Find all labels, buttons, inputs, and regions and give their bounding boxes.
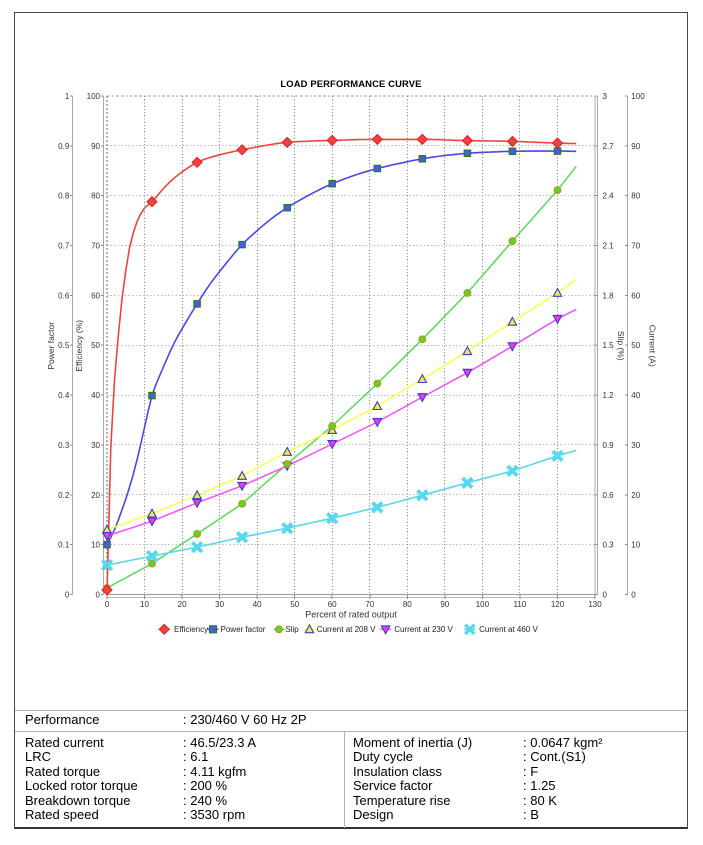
svg-text:70: 70 xyxy=(631,242,640,251)
svg-text:120: 120 xyxy=(551,600,565,609)
svg-text:2.4: 2.4 xyxy=(603,192,615,201)
svg-text:2.7: 2.7 xyxy=(603,142,615,151)
svg-text:10: 10 xyxy=(140,600,149,609)
svg-text:80: 80 xyxy=(631,192,640,201)
svg-text:100: 100 xyxy=(476,600,490,609)
svg-text:Efficiency: Efficiency xyxy=(174,625,208,634)
svg-text:1.5: 1.5 xyxy=(603,341,615,350)
svg-text:0.4: 0.4 xyxy=(58,391,70,400)
svg-text:0.6: 0.6 xyxy=(58,291,70,300)
svg-text:0.2: 0.2 xyxy=(58,491,70,500)
svg-text:Current at 460 V: Current at 460 V xyxy=(479,625,538,634)
svg-text:Power factor: Power factor xyxy=(221,625,266,634)
svg-text:0: 0 xyxy=(105,600,110,609)
svg-text:70: 70 xyxy=(91,242,100,251)
svg-text:Current (A): Current (A) xyxy=(647,325,657,367)
svg-text:0.6: 0.6 xyxy=(603,491,615,500)
svg-text:10: 10 xyxy=(91,541,100,550)
svg-text:50: 50 xyxy=(91,341,100,350)
svg-text:70: 70 xyxy=(365,600,374,609)
svg-text:0.9: 0.9 xyxy=(603,441,615,450)
svg-text:130: 130 xyxy=(588,600,602,609)
svg-text:40: 40 xyxy=(253,600,262,609)
svg-text:20: 20 xyxy=(91,491,100,500)
svg-text:0: 0 xyxy=(96,591,101,600)
svg-text:90: 90 xyxy=(440,600,449,609)
svg-text:Efficiency (%): Efficiency (%) xyxy=(74,320,84,372)
svg-text:0.1: 0.1 xyxy=(58,541,70,550)
svg-text:0.8: 0.8 xyxy=(58,192,70,201)
svg-text:50: 50 xyxy=(290,600,299,609)
svg-text:0: 0 xyxy=(65,591,70,600)
svg-text:2.1: 2.1 xyxy=(603,242,615,251)
svg-text:20: 20 xyxy=(631,491,640,500)
svg-text:20: 20 xyxy=(178,600,187,609)
svg-text:0.9: 0.9 xyxy=(58,142,70,151)
svg-text:Current at 230 V: Current at 230 V xyxy=(394,625,453,634)
svg-text:90: 90 xyxy=(91,142,100,151)
svg-text:Current at 208 V: Current at 208 V xyxy=(317,625,376,634)
svg-text:100: 100 xyxy=(631,92,645,101)
svg-text:110: 110 xyxy=(514,600,527,609)
svg-text:30: 30 xyxy=(215,600,224,609)
svg-text:0.5: 0.5 xyxy=(58,341,70,350)
svg-text:1.2: 1.2 xyxy=(603,391,615,400)
svg-text:60: 60 xyxy=(328,600,337,609)
svg-text:30: 30 xyxy=(631,441,640,450)
svg-text:Slip: Slip xyxy=(285,625,299,634)
svg-text:30: 30 xyxy=(91,441,100,450)
svg-text:80: 80 xyxy=(403,600,412,609)
svg-text:1: 1 xyxy=(65,92,70,101)
svg-text:100: 100 xyxy=(87,92,101,101)
svg-text:3: 3 xyxy=(603,92,608,101)
svg-text:LOAD PERFORMANCE CURVE: LOAD PERFORMANCE CURVE xyxy=(280,78,421,89)
svg-text:0.3: 0.3 xyxy=(603,541,615,550)
svg-text:0: 0 xyxy=(631,591,636,600)
svg-text:0.7: 0.7 xyxy=(58,242,70,251)
svg-text:40: 40 xyxy=(631,391,640,400)
svg-text:Slip (%): Slip (%) xyxy=(616,331,626,361)
svg-text:0.3: 0.3 xyxy=(58,441,70,450)
svg-text:1.8: 1.8 xyxy=(603,291,615,300)
svg-text:0: 0 xyxy=(603,591,608,600)
svg-text:10: 10 xyxy=(631,541,640,550)
svg-text:Power factor: Power factor xyxy=(46,322,56,370)
svg-text:80: 80 xyxy=(91,192,100,201)
svg-text:40: 40 xyxy=(91,391,100,400)
svg-text:Percent of rated output: Percent of rated output xyxy=(305,609,397,619)
svg-text:60: 60 xyxy=(91,291,100,300)
svg-text:90: 90 xyxy=(631,142,640,151)
svg-text:50: 50 xyxy=(631,341,640,350)
svg-text:60: 60 xyxy=(631,291,640,300)
